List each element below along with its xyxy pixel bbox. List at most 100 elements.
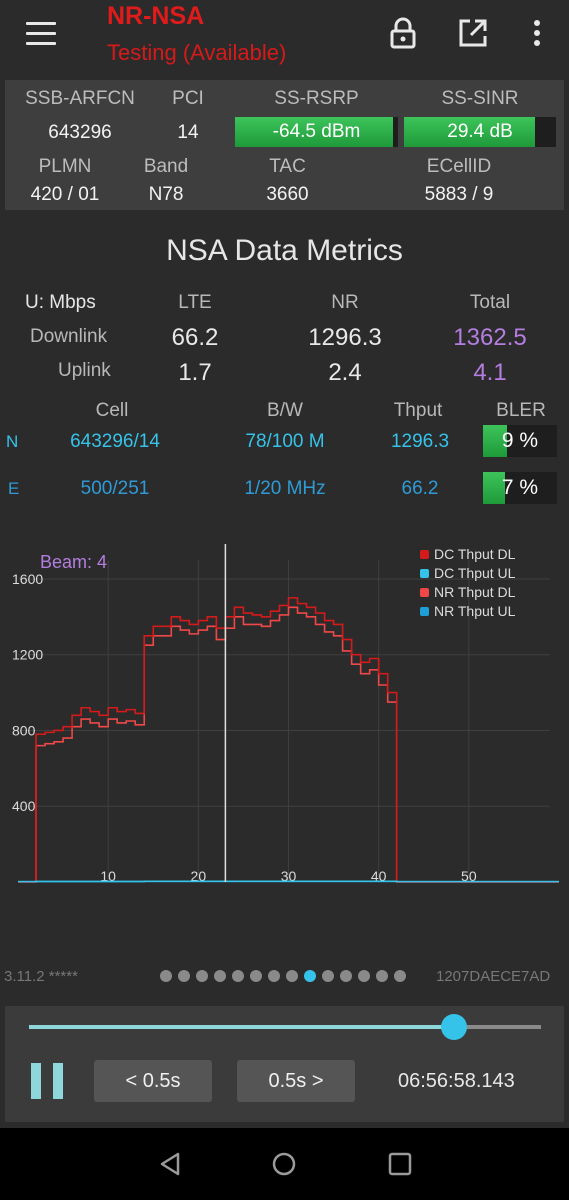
tac-value: 3660	[266, 184, 309, 205]
y-tick-label: 400	[12, 798, 36, 814]
nr-cell-value: 643296/14	[70, 431, 160, 452]
playback-slider-thumb[interactable]	[440, 1014, 467, 1040]
nr-thput-value: 1296.3	[390, 431, 450, 452]
thput-header: Thput	[393, 400, 443, 421]
unit-label: U: Mbps	[25, 292, 96, 313]
cell-header: Cell	[95, 400, 129, 421]
page-dot[interactable]	[340, 970, 352, 982]
legend-label: NR Thput DL	[434, 584, 516, 600]
legend-swatch	[420, 588, 429, 597]
col-total-label: Total	[469, 292, 511, 313]
ecellid-label: ECellID	[426, 156, 492, 177]
bw-header: B/W	[267, 400, 303, 421]
bler-header: BLER	[496, 400, 546, 421]
ul-nr-value: 2.4	[328, 359, 362, 386]
connection-status: Testing (Available)	[107, 40, 287, 65]
app-version: 3.11.2 *****	[4, 968, 78, 985]
x-tick-label: 50	[461, 868, 477, 884]
band-value: N78	[148, 184, 184, 205]
more-vert-icon[interactable]	[520, 16, 554, 50]
legend-swatch	[420, 569, 429, 578]
playback-slider-fill[interactable]	[29, 1025, 454, 1029]
rsrp-value: -64.5 dBm	[272, 121, 361, 142]
col-lte-label: LTE	[178, 292, 212, 313]
lte-row-tag: E	[8, 479, 20, 498]
legend-label: DC Thput DL	[434, 546, 516, 562]
arfcn-label: SSB-ARFCN	[25, 88, 135, 109]
page-indicator[interactable]	[160, 970, 412, 984]
legend-label: NR Thput UL	[434, 603, 516, 619]
throughput-chart[interactable]: 400 800 1200 1600 10 20 30 40 50 Beam: 4 DC Thp…	[0, 540, 569, 890]
x-tick-label: 20	[191, 868, 207, 884]
chart-grid	[18, 560, 550, 882]
ul-total-value: 4.1	[473, 359, 507, 386]
dl-total-value: 1362.5	[453, 324, 527, 351]
sinr-value: 29.4 dB	[447, 121, 513, 142]
app-title: NR-NSA	[107, 2, 205, 30]
plmn-label: PLMN	[38, 156, 92, 177]
page-dot[interactable]	[322, 970, 334, 982]
home-icon[interactable]	[270, 1150, 298, 1178]
nr-bler-value: 9 %	[501, 429, 539, 452]
system-nav-bar	[0, 1128, 569, 1200]
device-id: 1207DAECE7AD	[436, 968, 551, 985]
ul-lte-value: 1.7	[178, 359, 212, 386]
nr-bw-value: 78/100 M	[245, 431, 325, 452]
sinr-label: SS-SINR	[441, 88, 519, 109]
lte-bler-bar: 7 %	[483, 472, 557, 504]
page-dot[interactable]	[358, 970, 370, 982]
uplink-label: Uplink	[58, 360, 111, 381]
downlink-label: Downlink	[30, 326, 108, 347]
y-tick-label: 800	[12, 722, 36, 738]
rsrp-label: SS-RSRP	[274, 88, 359, 109]
page-dot[interactable]	[214, 970, 226, 982]
page-dot[interactable]	[286, 970, 298, 982]
lte-bler-value: 7 %	[501, 476, 539, 499]
nr-row-tag: N	[6, 432, 19, 451]
back-icon[interactable]	[156, 1150, 184, 1178]
x-tick-label: 40	[371, 868, 387, 884]
beam-annotation: Beam: 4	[40, 552, 107, 572]
open-external-icon[interactable]	[456, 16, 490, 50]
pause-icon[interactable]	[31, 1063, 63, 1099]
step-back-button[interactable]: < 0.5s	[94, 1060, 212, 1102]
dl-nr-value: 1296.3	[308, 324, 382, 351]
page-dot[interactable]	[394, 970, 406, 982]
y-tick-label: 1600	[12, 571, 43, 587]
pci-value: 14	[177, 122, 199, 143]
dl-lte-value: 66.2	[171, 324, 219, 351]
legend-swatch	[420, 550, 429, 559]
playback-timestamp: 06:56:58.143	[398, 1070, 515, 1092]
page-dot[interactable]	[250, 970, 262, 982]
plmn-value: 420 / 01	[30, 184, 100, 205]
step-forward-button[interactable]: 0.5s >	[237, 1060, 355, 1102]
chart-legend: DC Thput DL DC Thput UL NR Thput DL NR Thpu…	[420, 546, 516, 619]
page-dot[interactable]	[160, 970, 172, 982]
page-dot[interactable]	[178, 970, 190, 982]
rsrp-bar: -64.5 dBm	[235, 117, 398, 147]
y-tick-label: 1200	[12, 647, 43, 663]
page-dot[interactable]	[232, 970, 244, 982]
band-label: Band	[143, 156, 189, 177]
x-tick-label: 30	[281, 868, 297, 884]
lock-icon[interactable]	[386, 16, 420, 50]
page-dot[interactable]	[376, 970, 388, 982]
legend-label: DC Thput UL	[434, 565, 516, 581]
x-tick-label: 10	[100, 868, 116, 884]
top-app-bar	[0, 0, 569, 76]
page-dot[interactable]	[268, 970, 280, 982]
page-dot[interactable]	[304, 970, 316, 982]
col-nr-label: NR	[331, 292, 359, 313]
menu-icon[interactable]	[26, 22, 56, 46]
sinr-bar: 29.4 dB	[404, 117, 556, 147]
tac-label: TAC	[269, 156, 306, 177]
pci-label: PCI	[172, 88, 204, 109]
page-dot[interactable]	[196, 970, 208, 982]
recents-icon[interactable]	[386, 1150, 414, 1178]
lte-thput-value: 66.2	[401, 478, 439, 499]
y-axis-ticks: 400 800 1200 1600	[12, 571, 43, 814]
x-axis-ticks: 10 20 30 40 50	[100, 868, 476, 884]
nr-bler-bar: 9 %	[483, 425, 557, 457]
metrics-title: NSA Data Metrics	[166, 234, 403, 267]
arfcn-value: 643296	[48, 122, 112, 143]
